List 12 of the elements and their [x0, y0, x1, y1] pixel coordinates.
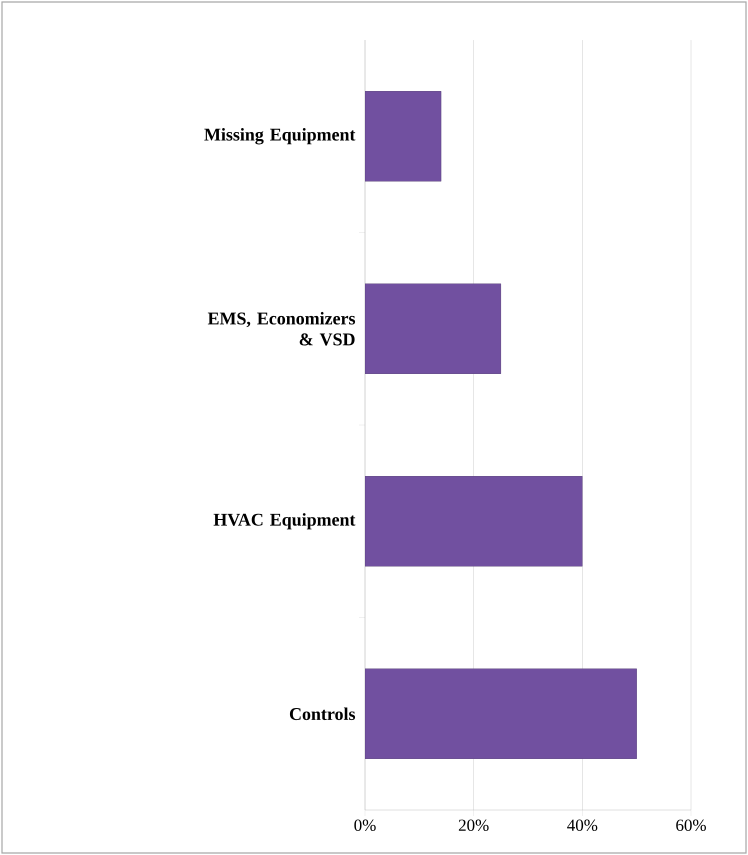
x-tick-label: 0%	[354, 820, 376, 832]
bar	[365, 476, 583, 566]
y-tick-label: HVAC Equipment	[214, 513, 356, 530]
y-tick-label: Missing Equipment	[204, 128, 356, 144]
y-tick-label: Controls	[290, 707, 356, 720]
x-tick-label: 20%	[458, 820, 489, 832]
y-tick-label: EMS, Economizers & VSD	[208, 312, 356, 346]
bar	[365, 91, 442, 182]
bar	[365, 284, 502, 374]
x-tick-label: 60%	[676, 820, 706, 832]
bar	[365, 668, 637, 759]
x-tick-label: 40%	[567, 820, 598, 832]
